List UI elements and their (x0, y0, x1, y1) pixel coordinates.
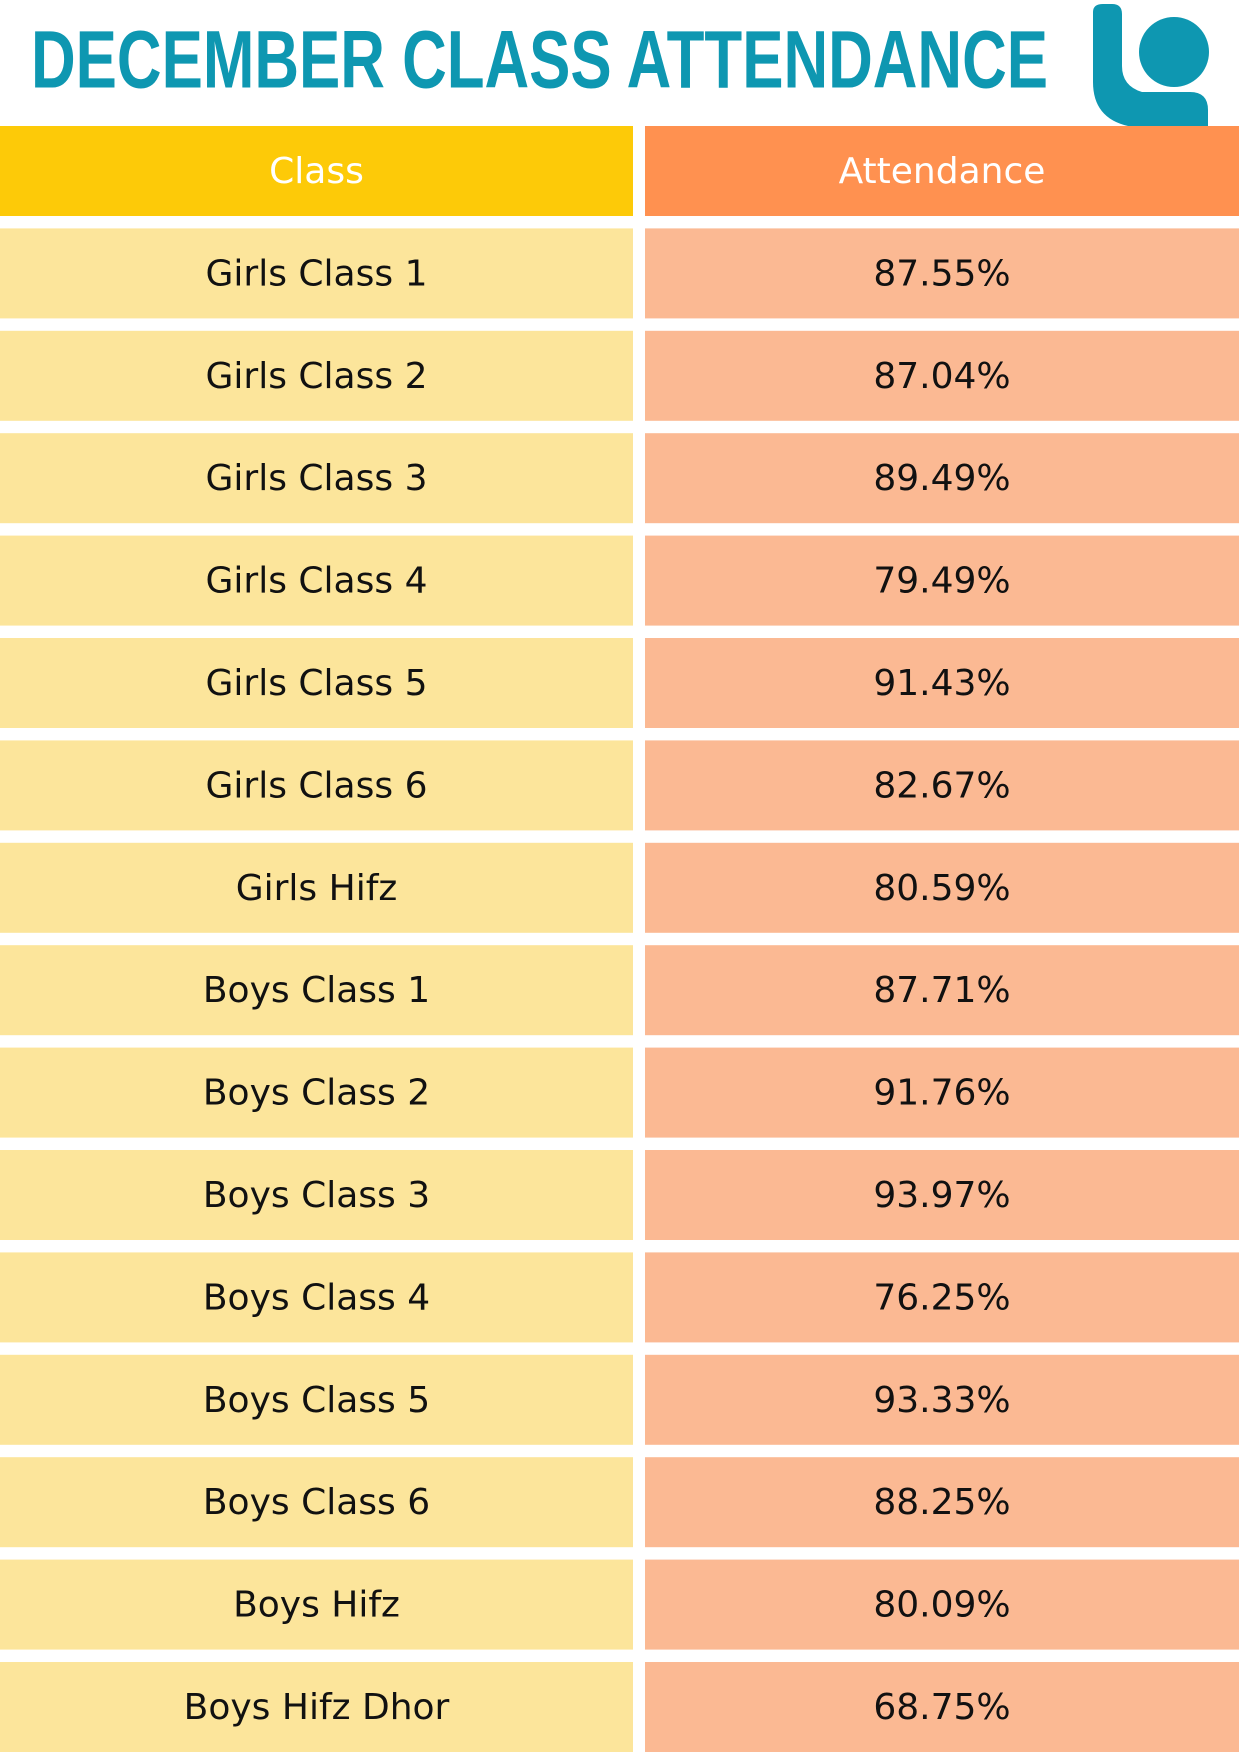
table-cell (0, 945, 633, 1036)
table-cell (0, 1559, 633, 1650)
header-text: Class (269, 151, 364, 192)
table-cell (0, 1457, 633, 1548)
table-cell (0, 330, 633, 421)
table-cell (0, 1047, 633, 1138)
table-cell (0, 433, 633, 524)
table-cell (645, 1354, 1239, 1445)
cell-text: Girls Class 4 (206, 561, 428, 602)
cell-text: 76.25% (873, 1277, 1010, 1318)
table-cell (0, 535, 633, 626)
header-text: Attendance (839, 151, 1046, 192)
table-cell (0, 1662, 633, 1752)
header-cell (645, 126, 1239, 216)
cell-text: 87.55% (873, 253, 1010, 294)
table-cell (645, 228, 1239, 319)
cell-text: 68.75% (873, 1687, 1010, 1728)
table-cell (0, 1252, 633, 1343)
cell-text: 93.97% (873, 1175, 1010, 1216)
table-cell (645, 1047, 1239, 1138)
cell-text: 80.09% (873, 1585, 1010, 1626)
table-cell (645, 1662, 1239, 1752)
table-cell (0, 1150, 633, 1240)
cell-text: Boys Class 3 (203, 1175, 430, 1216)
header-cell (0, 126, 633, 216)
cell-text: Boys Class 5 (203, 1380, 430, 1421)
table-cell (645, 535, 1239, 626)
cell-text: Girls Class 2 (206, 356, 428, 397)
cell-text: Girls Class 1 (206, 253, 428, 294)
table-cell (0, 228, 633, 319)
cell-text: 91.76% (873, 1073, 1010, 1114)
table-cell (645, 842, 1239, 933)
cell-text: 93.33% (873, 1380, 1010, 1421)
cell-text: 87.04% (873, 356, 1010, 397)
table-cell (645, 1559, 1239, 1650)
cell-text: Boys Class 2 (203, 1073, 430, 1114)
cell-text: 80.59% (873, 868, 1010, 909)
table-cell (645, 1457, 1239, 1548)
raised-hand-icon (1093, 4, 1209, 126)
table-cell (645, 330, 1239, 421)
cell-text: Girls Hifz (236, 868, 398, 909)
title: DECEMBER CLASS ATTENDANCE (31, 15, 1048, 106)
cell-text: 89.49% (873, 458, 1010, 499)
table-cell (645, 1252, 1239, 1343)
table-cell (645, 433, 1239, 524)
table-cell (645, 740, 1239, 831)
cell-text: 79.49% (873, 561, 1010, 602)
table-cell (0, 638, 633, 728)
table-cell (0, 740, 633, 831)
cell-text: Boys Hifz Dhor (184, 1687, 450, 1728)
table-cell (645, 1150, 1239, 1240)
cell-text: Boys Class 6 (203, 1482, 430, 1523)
cell-text: 82.67% (873, 765, 1010, 806)
cell-text: Boys Class 4 (203, 1277, 430, 1318)
cell-text: Girls Class 5 (206, 663, 428, 704)
table-cell (645, 945, 1239, 1036)
table-cell (0, 842, 633, 933)
cell-text: 88.25% (873, 1482, 1010, 1523)
cell-text: Boys Class 1 (203, 970, 430, 1011)
cell-text: 91.43% (873, 663, 1010, 704)
cell-text: Girls Class 6 (206, 765, 428, 806)
cell-text: 87.71% (873, 970, 1010, 1011)
table-cell (0, 1354, 633, 1445)
table-cell (645, 638, 1239, 728)
cell-text: Boys Hifz (233, 1585, 400, 1626)
cell-text: Girls Class 3 (206, 458, 428, 499)
